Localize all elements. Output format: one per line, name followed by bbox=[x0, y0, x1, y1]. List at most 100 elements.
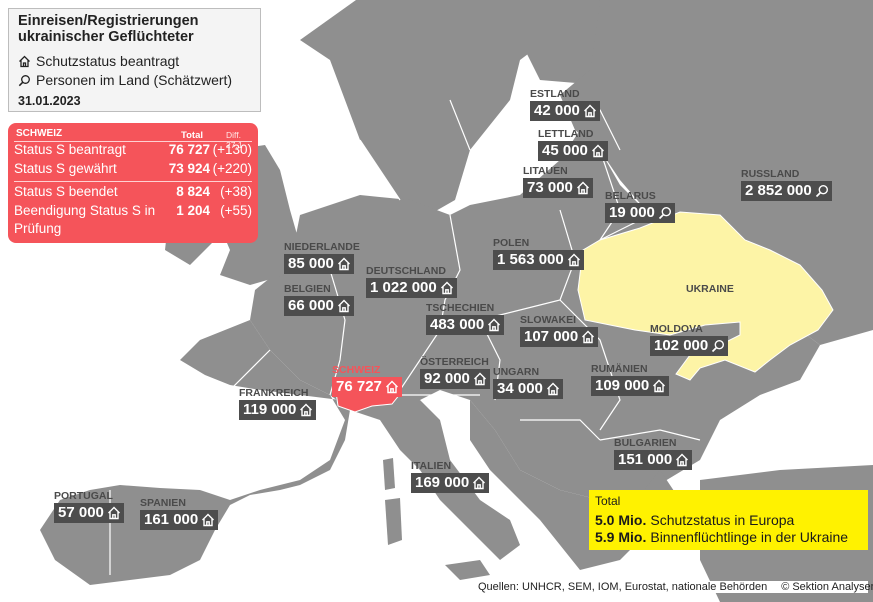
country-value: 73 000 bbox=[527, 179, 573, 196]
house-icon bbox=[675, 453, 689, 467]
country-value: 119 000 bbox=[243, 401, 297, 418]
swiss-row-label: Status S gewährt bbox=[14, 161, 117, 176]
country-value: 19 000 bbox=[609, 204, 655, 221]
house-icon bbox=[299, 403, 313, 417]
country-value-box: 1 022 000 bbox=[366, 278, 457, 298]
country-polen: POLEN 1 563 000 bbox=[493, 237, 584, 270]
country-deutschland: DEUTSCHLAND 1 022 000 bbox=[366, 265, 457, 298]
house-icon bbox=[107, 506, 121, 520]
country-name: LETTLAND bbox=[538, 128, 594, 140]
house-icon bbox=[337, 257, 350, 271]
country-oesterreich: ÖSTERREICH 92 000 bbox=[420, 356, 490, 389]
country-value-box: 2 852 000 bbox=[741, 181, 832, 201]
border-line bbox=[520, 419, 601, 441]
country-niederlande: NIEDERLANDE 85 000 bbox=[284, 241, 360, 274]
country-belarus: BELARUS 19 000 bbox=[605, 190, 675, 223]
swiss-row: Status S beendet 8 824 (+38) bbox=[14, 184, 252, 201]
swiss-row-diff: (+130) bbox=[212, 142, 252, 157]
sicily-shape bbox=[445, 560, 490, 580]
house-icon bbox=[488, 318, 501, 332]
country-name: SCHWEIZ bbox=[332, 364, 381, 376]
house-icon bbox=[676, 453, 689, 467]
country-belgien: BELGIEN 66 000 bbox=[284, 283, 354, 316]
country-name: SPANIEN bbox=[140, 497, 186, 509]
country-name: BELARUS bbox=[605, 190, 656, 202]
house-icon bbox=[440, 281, 454, 295]
country-value: 85 000 bbox=[288, 255, 334, 272]
swiss-row-label: Status S beantragt bbox=[14, 142, 126, 157]
country-name: ITALIEN bbox=[411, 460, 452, 472]
country-value-box: 102 000 bbox=[650, 336, 729, 356]
country-value: 483 000 bbox=[430, 316, 485, 333]
country-schweiz: SCHWEIZ 76 727 bbox=[332, 364, 402, 397]
house-icon bbox=[583, 104, 597, 118]
country-value-box: 73 000 bbox=[523, 178, 593, 198]
swiss-row: Status S gewährt 73 924 (+220) bbox=[14, 161, 252, 178]
house-icon bbox=[19, 55, 30, 67]
border-line bbox=[359, 139, 401, 201]
legend-estimate: Personen im Land (Schätzwert) bbox=[18, 72, 232, 88]
house-icon bbox=[385, 380, 399, 394]
total-title: Total bbox=[595, 494, 621, 508]
total-box: Total 5.0 Mio. Schutzstatus in Europa 5.9… bbox=[589, 490, 868, 550]
country-name: FRANKREICH bbox=[239, 387, 309, 399]
country-value-box: 109 000 bbox=[591, 376, 670, 396]
swiss-row: Beendigung Status S in 1 204 (+55) bbox=[14, 203, 252, 220]
country-value: 66 000 bbox=[288, 297, 334, 314]
country-value-box: 34 000 bbox=[493, 379, 563, 399]
country-name: ESTLAND bbox=[530, 88, 580, 100]
country-value: 2 852 000 bbox=[745, 182, 812, 199]
country-value: 42 000 bbox=[534, 102, 580, 119]
country-value: 151 000 bbox=[618, 451, 673, 468]
house-icon bbox=[337, 299, 351, 313]
country-name: SLOWAKEI bbox=[520, 314, 577, 326]
country-value-box: 119 000 bbox=[239, 400, 317, 420]
country-value: 34 000 bbox=[497, 380, 543, 397]
swiss-row-value: 8 824 bbox=[176, 184, 210, 199]
magnifier-icon bbox=[18, 74, 30, 86]
country-portugal: PORTUGAL 57 000 bbox=[54, 490, 124, 523]
footer-credit: © Sektion Analysen SEM bbox=[781, 581, 873, 593]
country-value: 92 000 bbox=[424, 370, 470, 387]
border-line bbox=[449, 99, 471, 151]
house-icon bbox=[591, 144, 604, 158]
house-icon bbox=[107, 506, 120, 520]
map-title: Einreisen/Registrierungen ukrainischer G… bbox=[18, 13, 199, 45]
country-value: 1 022 000 bbox=[370, 279, 437, 296]
country-russland: RUSSLAND 2 852 000 bbox=[741, 168, 832, 201]
legend-protection: Schutzstatus beantragt bbox=[18, 53, 179, 69]
total-amount: 5.0 Mio. bbox=[595, 512, 647, 528]
title-line-2: ukrainischer Geflüchteter bbox=[18, 29, 194, 45]
total-text: Binnenflüchtlinge in der Ukraine bbox=[650, 529, 849, 545]
legend-box: Einreisen/Registrierungen ukrainischer G… bbox=[8, 8, 261, 112]
country-value: 45 000 bbox=[542, 142, 588, 159]
magnifier-icon bbox=[711, 339, 725, 353]
divider bbox=[14, 181, 252, 182]
house-icon bbox=[201, 513, 215, 527]
switzerland-detail-box: SCHWEIZ Total Diff. 27.1 Status S beantr… bbox=[8, 123, 258, 243]
country-value-box: 19 000 bbox=[605, 203, 675, 223]
house-icon bbox=[576, 181, 589, 195]
scandinavia-shape bbox=[300, 0, 560, 220]
house-icon bbox=[567, 253, 581, 267]
country-value-box: 45 000 bbox=[538, 141, 608, 161]
column-diff-header: Diff. 27.1 bbox=[226, 130, 243, 150]
house-icon bbox=[487, 318, 501, 332]
border-line bbox=[599, 429, 701, 441]
switzerland-box-header: SCHWEIZ bbox=[16, 128, 63, 139]
corsica-shape bbox=[383, 458, 395, 490]
country-name: NIEDERLANDE bbox=[284, 241, 360, 253]
swiss-row-diff: (+55) bbox=[220, 203, 252, 218]
magnifier-icon bbox=[658, 206, 671, 220]
country-moldova: MOLDOVA 102 000 bbox=[650, 323, 729, 356]
country-lettland: LETTLAND 45 000 bbox=[538, 128, 608, 161]
country-value-box: 483 000 bbox=[426, 315, 505, 335]
country-value: 169 000 bbox=[415, 474, 470, 491]
title-line-1: Einreisen/Registrierungen bbox=[18, 13, 199, 29]
country-value-box: 85 000 bbox=[284, 254, 354, 274]
country-estland: ESTLAND 42 000 bbox=[530, 88, 600, 121]
house-icon bbox=[582, 330, 595, 344]
country-slowakei: SLOWAKEI 107 000 bbox=[520, 314, 599, 347]
swiss-row-label: Prüfung bbox=[14, 221, 62, 236]
total-row-ukraine: 5.9 Mio. Binnenflüchtlinge in der Ukraine bbox=[595, 529, 848, 545]
